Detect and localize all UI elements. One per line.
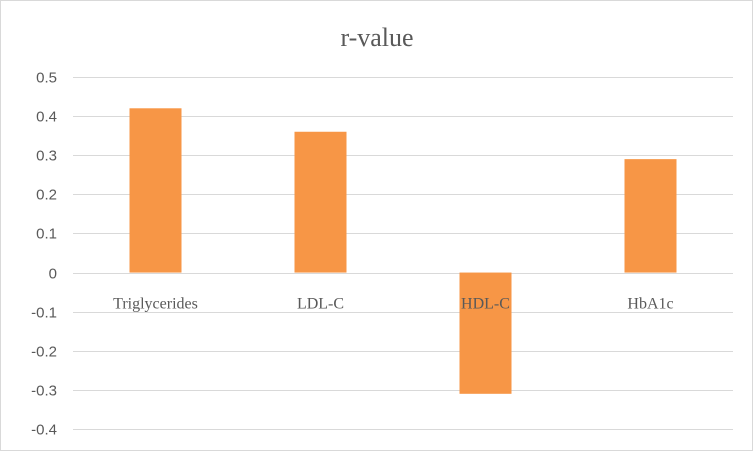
y-tick-label: 0.5 <box>36 70 57 87</box>
category-label: Triglycerides <box>113 296 198 313</box>
y-tick-label: 0.3 <box>36 148 57 165</box>
bars <box>129 108 677 394</box>
gridlines <box>73 77 733 430</box>
bar-hba1c <box>624 159 677 273</box>
y-tick-label: 0 <box>49 266 57 283</box>
y-tick-label: 0.2 <box>36 187 57 204</box>
y-tick-label: -0.3 <box>31 383 57 400</box>
category-label: LDL-C <box>297 296 344 313</box>
category-label: HDL-C <box>461 296 510 313</box>
y-tick-label: 0.4 <box>36 109 57 126</box>
y-tick-label: -0.1 <box>31 305 57 322</box>
bar-triglycerides <box>129 108 182 273</box>
chart-title: r-value <box>340 23 413 52</box>
category-label: HbA1c <box>627 296 673 313</box>
y-tick-label: 0.1 <box>36 226 57 243</box>
y-axis-ticks: 0.5 0.4 0.3 0.2 0.1 0 -0.1 -0.2 -0.3 -0.4 <box>31 70 57 439</box>
y-tick-label: -0.4 <box>31 422 57 439</box>
category-labels: Triglycerides LDL-C HDL-C HbA1c <box>113 296 673 313</box>
y-tick-label: -0.2 <box>31 344 57 361</box>
bar-ldl-c <box>294 131 347 273</box>
bar-hdl-c <box>459 272 512 394</box>
